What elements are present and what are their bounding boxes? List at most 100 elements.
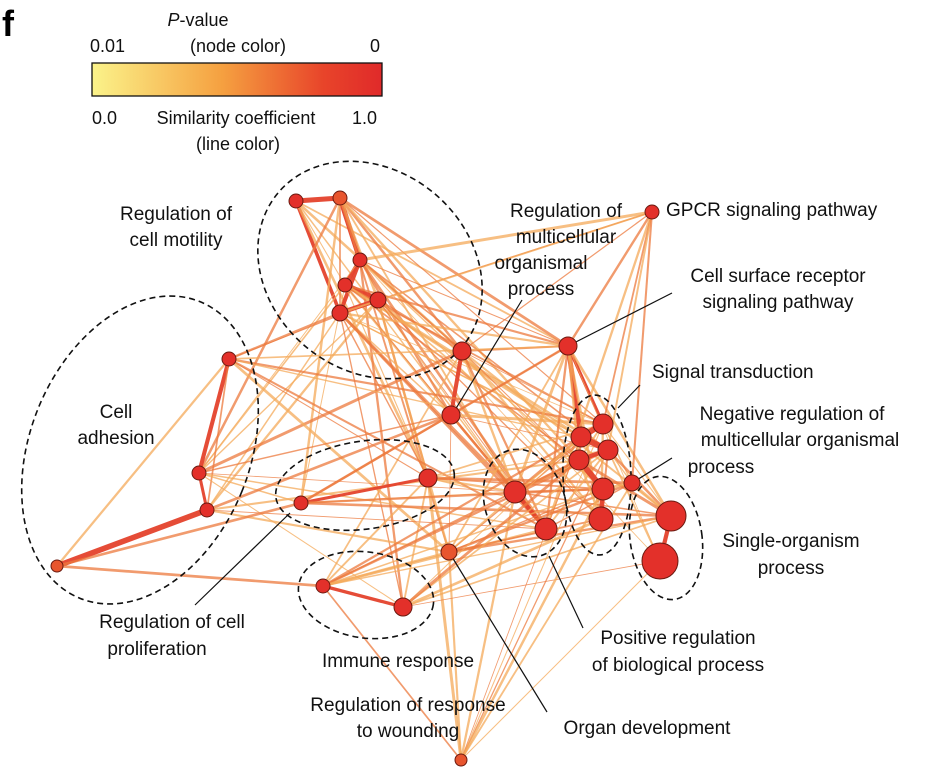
network-edge <box>448 350 465 416</box>
label-single-line2: process <box>758 558 825 579</box>
network-edge <box>339 211 653 314</box>
network-edge <box>566 211 654 347</box>
node <box>191 465 207 481</box>
network-edge <box>322 585 462 761</box>
label-multicellular-line2: multicellular <box>516 227 617 248</box>
label-negreg-line2: multicellular organismal <box>701 430 900 451</box>
node <box>199 502 215 518</box>
network-edge <box>607 449 661 562</box>
node <box>644 204 660 220</box>
network-edge <box>607 211 653 451</box>
network-edge <box>299 197 342 504</box>
label-signal-transduction: Signal transduction <box>652 362 814 383</box>
network-edge <box>513 345 570 493</box>
leader-signal-transduction <box>617 384 641 409</box>
network-edge <box>198 284 346 474</box>
network-edge <box>294 200 342 314</box>
network-edge <box>322 477 429 587</box>
node <box>315 578 331 594</box>
node <box>369 291 387 309</box>
node <box>352 252 368 268</box>
network-edge <box>198 349 463 475</box>
network-edge <box>461 211 653 352</box>
node <box>641 542 679 580</box>
network-edge <box>630 211 654 484</box>
node <box>592 413 614 435</box>
label-proliferation-line1: Regulation of cell <box>99 612 245 633</box>
network-edge <box>359 210 653 262</box>
network-edge <box>322 350 463 587</box>
node <box>293 495 309 511</box>
node <box>332 190 348 206</box>
network-edge <box>56 501 302 568</box>
network-edge <box>514 488 604 493</box>
network-edge <box>544 211 654 530</box>
leader-proliferation <box>194 512 291 606</box>
network-edge <box>198 472 404 608</box>
label-organ-development: Organ development <box>564 718 732 739</box>
pvalue-min: 0.01 <box>90 36 125 56</box>
pvalue-title-rest: -value <box>179 10 228 30</box>
network-edge <box>359 259 569 347</box>
label-multicellular-line3: organismal <box>495 253 588 274</box>
label-negreg-line3: process <box>688 457 755 478</box>
network-edge <box>322 436 582 587</box>
network-edge <box>300 284 346 504</box>
network-edge <box>56 358 230 567</box>
node <box>570 426 592 448</box>
label-multicellular-line1: Regulation of <box>510 201 623 222</box>
network-edge <box>228 357 450 554</box>
node <box>454 753 468 767</box>
network-edge <box>322 550 450 588</box>
network-edge <box>322 515 672 587</box>
node <box>623 474 641 492</box>
node <box>337 277 353 293</box>
similarity-min: 0.0 <box>92 108 117 128</box>
network-edge <box>295 200 346 286</box>
network-edge <box>339 197 604 425</box>
network-edge <box>339 197 580 461</box>
cluster-positive-regulation <box>482 448 568 558</box>
node <box>591 477 615 501</box>
network-nodes <box>50 190 687 767</box>
node <box>440 543 458 561</box>
network-edges <box>56 195 674 761</box>
network-edge <box>295 200 569 347</box>
network-edge <box>344 284 580 461</box>
label-single-line1: Single-organism <box>722 531 859 552</box>
leader-organ-development <box>448 551 548 713</box>
network-edge <box>344 284 429 479</box>
similarity-max: 1.0 <box>352 108 377 128</box>
network-edge <box>228 358 547 530</box>
network-edge <box>402 560 661 608</box>
network-edge <box>338 197 380 301</box>
network-edge <box>206 358 230 511</box>
network-edge <box>402 458 580 609</box>
label-motility-line2: cell motility <box>130 230 223 251</box>
network-edge <box>377 299 604 490</box>
network-edge <box>197 197 342 474</box>
network-edge <box>300 476 429 505</box>
network-edge <box>339 311 569 348</box>
network-edge <box>545 482 633 530</box>
network-edge <box>339 197 463 352</box>
network-edge <box>460 423 604 761</box>
label-posreg-line1: Positive regulation <box>600 628 755 649</box>
network-edge <box>56 564 324 588</box>
label-proliferation-line2: proliferation <box>107 639 206 660</box>
network-edge <box>322 584 404 609</box>
similarity-subtitle: (line color) <box>196 134 280 154</box>
network-edge <box>339 312 429 479</box>
network-edge <box>426 477 463 761</box>
node <box>558 336 578 356</box>
network-edge <box>459 491 517 761</box>
similarity-title: Similarity coefficient <box>157 108 316 128</box>
network-edge <box>460 560 661 761</box>
network-edge <box>578 458 672 518</box>
node <box>503 480 527 504</box>
network-edge <box>339 196 569 348</box>
label-surface-line1: Cell surface receptor <box>690 266 866 287</box>
network-edge <box>459 488 605 761</box>
node <box>331 304 349 322</box>
